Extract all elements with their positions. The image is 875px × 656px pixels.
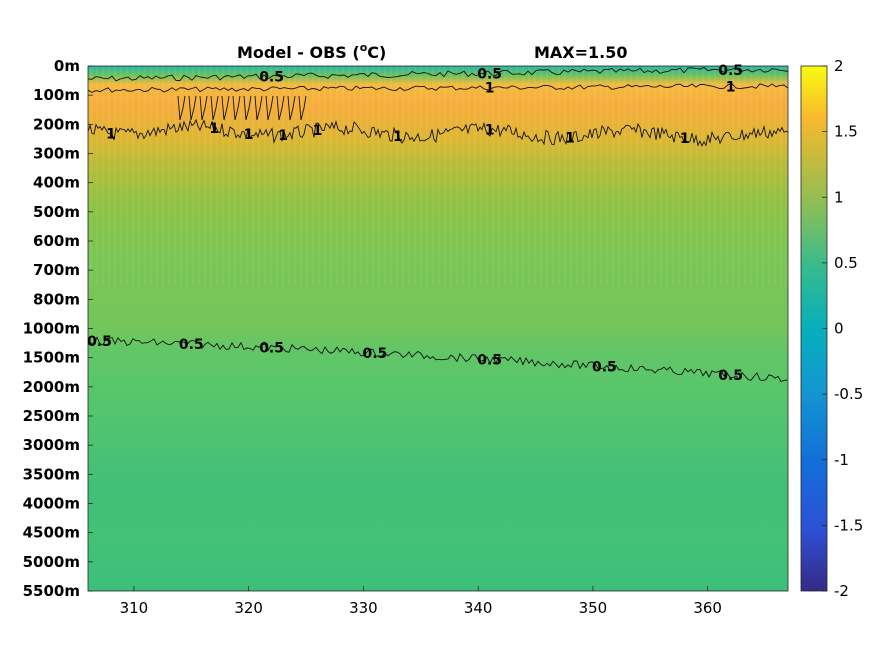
contour-label: 0.5	[259, 341, 284, 357]
y-tick-label: 1000m	[23, 320, 80, 338]
contour-line	[88, 66, 788, 82]
y-tick-label: 0m	[54, 57, 80, 75]
heatmap-area	[88, 66, 788, 591]
colorbar-tick-label: 1.5	[834, 123, 858, 141]
y-tick-label: 1500m	[23, 349, 80, 367]
colorbar-ticks: 2 1.5 1 0.5 0 -0.5 -1 -1.5 -2	[822, 57, 863, 600]
x-tick-label: 310	[120, 599, 149, 617]
x-axis: 310 320 330 340 350 360	[120, 586, 722, 617]
contour-label: 1	[485, 81, 495, 97]
y-tick-label: 400m	[33, 174, 80, 192]
colorbar-tick-label: 0	[834, 320, 844, 338]
y-tick-label: 5500m	[23, 582, 80, 600]
colorbar-tick-label: 0.5	[834, 254, 858, 272]
chart-title: Model - OBS (oC)	[237, 41, 386, 62]
max-value-label: MAX=1.50	[534, 43, 628, 62]
y-tick-label: 600m	[33, 232, 80, 250]
x-tick-label: 360	[693, 599, 722, 617]
x-tick-label: 330	[349, 599, 378, 617]
contour-label: 0.5	[87, 334, 112, 350]
colorbar-tick-label: -1	[834, 451, 849, 469]
contour-line	[88, 83, 788, 93]
contour-labels: 0.5 0.5 0.51 11 1 1 1 1 1 11 10.5 0.5 0.5 0.5 0.5 0.50.…	[87, 63, 743, 384]
colorbar-tick-label: 1	[834, 188, 844, 206]
y-axis: 0m 100m 200m 300m 400m 500m 600m 700m 800m 1000m 1…	[23, 57, 93, 600]
x-tick-label: 320	[234, 599, 263, 617]
contour-label: 1	[680, 131, 690, 147]
contour-label: 0.5	[718, 63, 743, 79]
contour-line	[88, 336, 788, 383]
y-tick-label: 700m	[33, 261, 80, 279]
contour-label: 1	[393, 129, 403, 145]
contour-label: 0.5	[477, 352, 502, 368]
contour-label: 0.5	[259, 69, 284, 85]
y-tick-label: 200m	[33, 115, 80, 133]
y-tick-label: 300m	[33, 145, 80, 163]
contour-label: 1	[209, 121, 219, 137]
contour-lines	[88, 66, 788, 383]
contour-label: 1	[244, 127, 254, 143]
y-tick-label: 2500m	[23, 407, 80, 425]
x-tick-label: 340	[464, 599, 493, 617]
contour-line-detail	[177, 95, 307, 121]
colorbar-tick-label: -0.5	[834, 385, 863, 403]
contour-label: 1	[313, 123, 323, 139]
y-tick-label: 4000m	[23, 495, 80, 513]
y-tick-label: 800m	[33, 290, 80, 308]
y-tick-label: 5000m	[23, 553, 80, 571]
colorbar-tick-label: 2	[834, 57, 844, 75]
y-tick-label: 3500m	[23, 465, 80, 483]
contour-label: 0.5	[718, 368, 743, 384]
contour-line	[88, 118, 788, 147]
y-tick-label: 3000m	[23, 436, 80, 454]
contour-label: 1	[278, 128, 288, 144]
x-tick-label: 350	[579, 599, 608, 617]
contour-label: 0.5	[592, 360, 617, 376]
y-tick-label: 4500m	[23, 524, 80, 542]
contour-label: 1	[565, 131, 575, 147]
contour-label: 1	[485, 123, 495, 139]
y-tick-label: 100m	[33, 86, 80, 104]
contour-label: 1	[726, 79, 736, 95]
contour-label: 0.5	[477, 66, 502, 82]
contour-label: 0.5	[179, 337, 204, 353]
contour-label: 1	[106, 127, 116, 143]
contour-label: 0.5	[362, 346, 387, 362]
y-tick-label: 500m	[33, 203, 80, 221]
y-tick-label: 2000m	[23, 378, 80, 396]
colorbar-tick-label: -1.5	[834, 516, 863, 534]
heatmap-texture	[88, 66, 788, 286]
colorbar-tick-label: -2	[834, 582, 849, 600]
